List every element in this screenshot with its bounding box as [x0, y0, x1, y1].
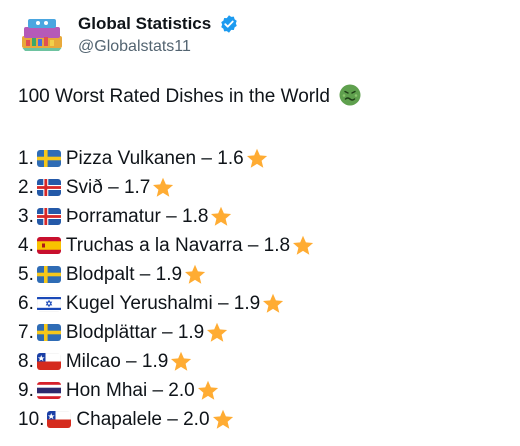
- star-icon: [151, 176, 175, 200]
- star-icon: [291, 234, 315, 258]
- list-item: 10. Chapalele – 2.0: [18, 405, 315, 434]
- item-text: Pizza Vulkanen – 1.6: [65, 148, 244, 169]
- list-item: 4. Truchas a la Navarra – 1.8: [18, 231, 315, 260]
- item-text: Hon Mhai – 2.0: [65, 380, 195, 401]
- list-item: 6. Kugel Yerushalmi – 1.9: [18, 289, 315, 318]
- item-text: Chapalele – 2.0: [76, 409, 210, 430]
- list-item: 2. Svið – 1.7: [18, 173, 315, 202]
- post-title-line: 100 Worst Rated Dishes in the World: [18, 84, 361, 110]
- star-icon: [245, 147, 269, 171]
- list-item: 9. Hon Mhai – 2.0: [18, 376, 315, 405]
- iceland-flag-icon: [36, 179, 61, 196]
- star-icon: [209, 205, 233, 229]
- item-text: Blodplättar – 1.9: [65, 322, 205, 343]
- post-title: 100 Worst Rated Dishes in the World: [18, 86, 330, 107]
- star-icon: [261, 292, 285, 316]
- sweden-flag-icon: [36, 266, 61, 283]
- list-item: 8. Milcao – 1.9: [18, 347, 315, 376]
- item-number: 4.: [18, 235, 34, 256]
- display-name[interactable]: Global Statistics: [78, 14, 212, 33]
- tweet-header: Global Statistics @Globalstats11: [18, 10, 498, 58]
- item-text: Kugel Yerushalmi – 1.9: [65, 293, 261, 314]
- item-number: 2.: [18, 177, 34, 198]
- item-text: Þorramatur – 1.8: [65, 206, 209, 227]
- item-number: 5.: [18, 264, 34, 285]
- item-number: 8.: [18, 351, 34, 372]
- item-number: 10.: [18, 409, 45, 430]
- list-item: 3. Þorramatur – 1.8: [18, 202, 315, 231]
- nauseated-face-icon: [339, 84, 361, 106]
- item-text: Svið – 1.7: [65, 177, 151, 198]
- chile-flag-icon: [47, 411, 72, 428]
- star-icon: [169, 350, 193, 374]
- chile-flag-icon: [36, 353, 61, 370]
- user-handle[interactable]: @Globalstats11: [78, 38, 191, 55]
- iceland-flag-icon: [36, 208, 61, 225]
- star-icon: [196, 379, 220, 403]
- item-text: Truchas a la Navarra – 1.8: [65, 235, 291, 256]
- item-text: Blodpalt – 1.9: [65, 264, 183, 285]
- star-icon: [183, 263, 207, 287]
- star-icon: [205, 321, 229, 345]
- list-item: 5. Blodpalt – 1.9: [18, 260, 315, 289]
- item-number: 9.: [18, 380, 34, 401]
- item-number: 3.: [18, 206, 34, 227]
- item-number: 1.: [18, 148, 34, 169]
- verified-badge-icon: [219, 14, 239, 34]
- sweden-flag-icon: [36, 324, 61, 341]
- list-item: 7. Blodplättar – 1.9: [18, 318, 315, 347]
- dish-list: 1. Pizza Vulkanen – 1.6 2. Svið – 1.7 3. Þorr…: [18, 144, 315, 434]
- thailand-flag-icon: [36, 382, 61, 399]
- star-icon: [211, 408, 235, 432]
- spain-flag-icon: [36, 237, 61, 254]
- avatar[interactable]: [18, 10, 66, 58]
- name-block: Global Statistics @Globalstats11: [78, 14, 239, 57]
- item-number: 6.: [18, 293, 34, 314]
- item-number: 7.: [18, 322, 34, 343]
- israel-flag-icon: [36, 295, 61, 312]
- item-text: Milcao – 1.9: [65, 351, 169, 372]
- list-item: 1. Pizza Vulkanen – 1.6: [18, 144, 315, 173]
- sweden-flag-icon: [36, 150, 61, 167]
